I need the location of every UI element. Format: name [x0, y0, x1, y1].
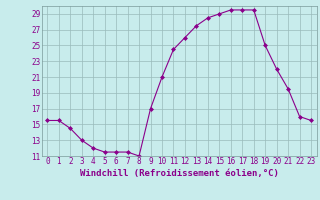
X-axis label: Windchill (Refroidissement éolien,°C): Windchill (Refroidissement éolien,°C) [80, 169, 279, 178]
